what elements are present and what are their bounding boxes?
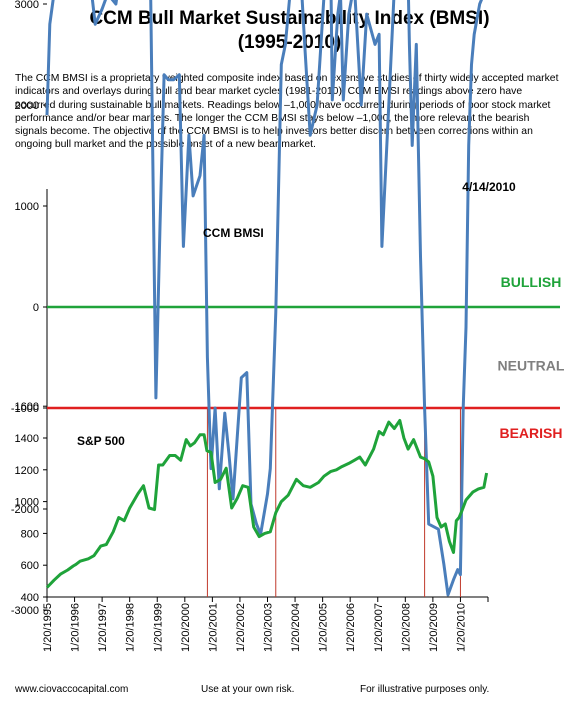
description: The CCM BMSI is a proprietary weighted c… bbox=[15, 73, 559, 151]
y-tick-label: 1200 bbox=[15, 465, 39, 477]
sp500-series-label: S&P 500 bbox=[77, 434, 125, 448]
y-tick-label: 0 bbox=[33, 302, 39, 314]
y-tick-label: 1600 bbox=[15, 401, 39, 413]
footer-illustrative: For illustrative purposes only. bbox=[360, 684, 490, 695]
x-tick-label: 1/20/2007 bbox=[373, 603, 385, 652]
x-tick-label: 1/20/2003 bbox=[263, 603, 275, 652]
footer-website: www.ciovaccocapital.com bbox=[15, 684, 129, 695]
chart-subtitle: (1995-2010) bbox=[237, 32, 342, 53]
bmsi-line bbox=[45, 0, 483, 597]
x-tick-label: 1/20/1995 bbox=[42, 603, 54, 652]
y-tick-label: 600 bbox=[21, 560, 39, 572]
x-tick-label: 1/20/2002 bbox=[235, 603, 247, 652]
x-tick-label: 1/20/2009 bbox=[428, 603, 440, 652]
chart-title: CCM Bull Market Sustainability Index (BM… bbox=[89, 8, 490, 29]
y-tick-label: 1000 bbox=[15, 497, 39, 509]
y-tick-label: -1000 bbox=[11, 403, 39, 415]
x-tick-label: 1/20/2005 bbox=[318, 603, 330, 652]
x-tick-label: 1/20/2001 bbox=[207, 603, 219, 652]
date-annotation: 4/14/2010 bbox=[462, 180, 516, 194]
y-tick-label: 1000 bbox=[15, 201, 39, 213]
x-tick-label: 1/20/1996 bbox=[70, 603, 82, 652]
y-tick-label: 1400 bbox=[15, 433, 39, 445]
zone-label-bearish: BEARISH bbox=[499, 425, 562, 441]
y-tick-label: -3000 bbox=[11, 605, 39, 617]
y-tick-label: 2000 bbox=[15, 100, 39, 112]
footer-risk: Use at your own risk. bbox=[201, 684, 295, 695]
x-tick-label: 1/20/1997 bbox=[97, 603, 109, 652]
x-tick-label: 1/20/2004 bbox=[290, 603, 302, 652]
x-tick-label: 1/20/1998 bbox=[125, 603, 137, 652]
x-tick-label: 1/20/2010 bbox=[455, 603, 467, 652]
bmsi-series-label: CCM BMSI bbox=[203, 226, 264, 240]
zone-label-bullish: BULLISH bbox=[501, 274, 562, 290]
zone-label-neutral: NEUTRAL bbox=[498, 358, 565, 374]
sp500-line bbox=[45, 419, 489, 589]
y-tick-label: 3000 bbox=[15, 0, 39, 11]
x-tick-label: 1/20/2006 bbox=[345, 603, 357, 652]
y-tick-label: -2000 bbox=[11, 504, 39, 516]
y-tick-label: 800 bbox=[21, 528, 39, 540]
x-tick-label: 1/20/2000 bbox=[180, 603, 192, 652]
x-tick-label: 1/20/1999 bbox=[152, 603, 164, 652]
x-tick-label: 1/20/2008 bbox=[400, 603, 412, 652]
y-tick-label: 400 bbox=[21, 592, 39, 604]
